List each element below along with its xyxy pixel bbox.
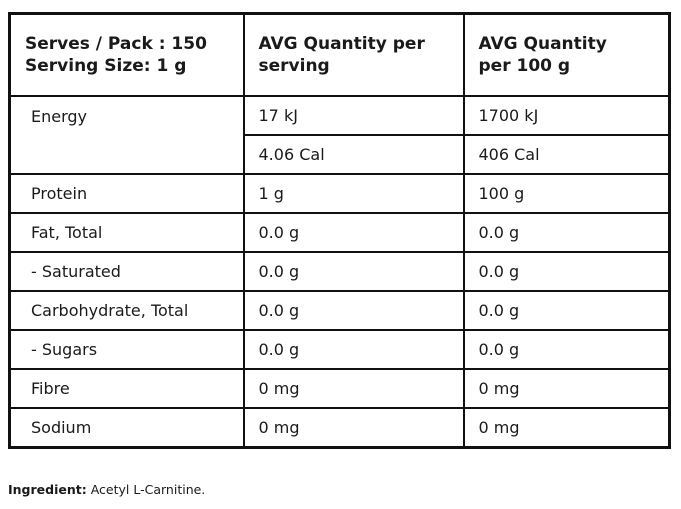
header-line: AVG Quantity per <box>258 34 425 54</box>
nutrition-table: Serves / Pack : 150 Serving Size: 1 g AVG … <box>8 12 671 449</box>
table-row: Energy 17 kJ 1700 kJ <box>8 95 671 175</box>
table-row: 4.06 Cal 406 Cal <box>10 134 671 175</box>
table-row: - Sugars 0.0 g 0.0 g <box>8 329 671 370</box>
ingredient-text: Acetyl L-Carnitine. <box>90 482 206 497</box>
header-cell: Serves / Pack : 150 Serving Size: 1 g <box>8 12 245 97</box>
table-row: Fat, Total 0.0 g 0.0 g <box>8 212 671 253</box>
value-cell: 0.0 g <box>242 329 465 370</box>
table-body: Energy 17 kJ 1700 kJ 4.06 Cal 406 Cal Protein… <box>8 95 671 449</box>
header-cell: AVG Quantity per 100 g <box>462 12 671 97</box>
value-cell: 0 mg <box>462 368 671 409</box>
table-row: Fibre 0 mg 0 mg <box>8 368 671 409</box>
value-cell: 0.0 g <box>462 290 671 331</box>
header-line: Serves / Pack : 150 <box>25 34 207 54</box>
value-cell: 0.0 g <box>462 212 671 253</box>
header-cell: AVG Quantity per serving <box>242 12 465 97</box>
nutrient-label: Carbohydrate, Total <box>8 290 245 331</box>
header-line: AVG Quantity <box>478 34 607 54</box>
value-cell: 0.0 g <box>462 251 671 292</box>
nutrient-label: Sodium <box>8 407 245 449</box>
value-cell: 0 mg <box>462 407 671 449</box>
header-line: per 100 g <box>478 56 571 76</box>
value-cell: 0 mg <box>242 368 465 409</box>
nutrient-label: Protein <box>8 173 245 214</box>
value-cell: 100 g <box>462 173 671 214</box>
value-cell: 0.0 g <box>462 329 671 370</box>
ingredient-label: Ingredient: <box>8 482 87 497</box>
value-cell: 1700 kJ <box>462 95 671 136</box>
table-row: - Saturated 0.0 g 0.0 g <box>8 251 671 292</box>
table-row: Protein 1 g 100 g <box>8 173 671 214</box>
value-cell: 1 g <box>242 173 465 214</box>
value-cell: 4.06 Cal <box>242 134 465 175</box>
header-line: Serving Size: 1 g <box>25 56 187 76</box>
nutrient-label: Energy <box>8 95 245 175</box>
value-cell: 0.0 g <box>242 290 465 331</box>
value-cell: 17 kJ <box>242 95 465 136</box>
nutrient-label: Fat, Total <box>8 212 245 253</box>
value-cell: 0.0 g <box>242 212 465 253</box>
header-line: serving <box>258 56 330 76</box>
header-row: Serves / Pack : 150 Serving Size: 1 g AVG … <box>8 12 671 97</box>
ingredients: Ingredient: Acetyl L-Carnitine. <box>8 482 205 497</box>
value-cell: 0.0 g <box>242 251 465 292</box>
nutrient-label: - Sugars <box>8 329 245 370</box>
value-cell: 406 Cal <box>462 134 671 175</box>
nutrient-label: Fibre <box>8 368 245 409</box>
table-row: Carbohydrate, Total 0.0 g 0.0 g <box>8 290 671 331</box>
value-cell: 0 mg <box>242 407 465 449</box>
table-row: Sodium 0 mg 0 mg <box>8 407 671 449</box>
nutrient-label: - Saturated <box>8 251 245 292</box>
